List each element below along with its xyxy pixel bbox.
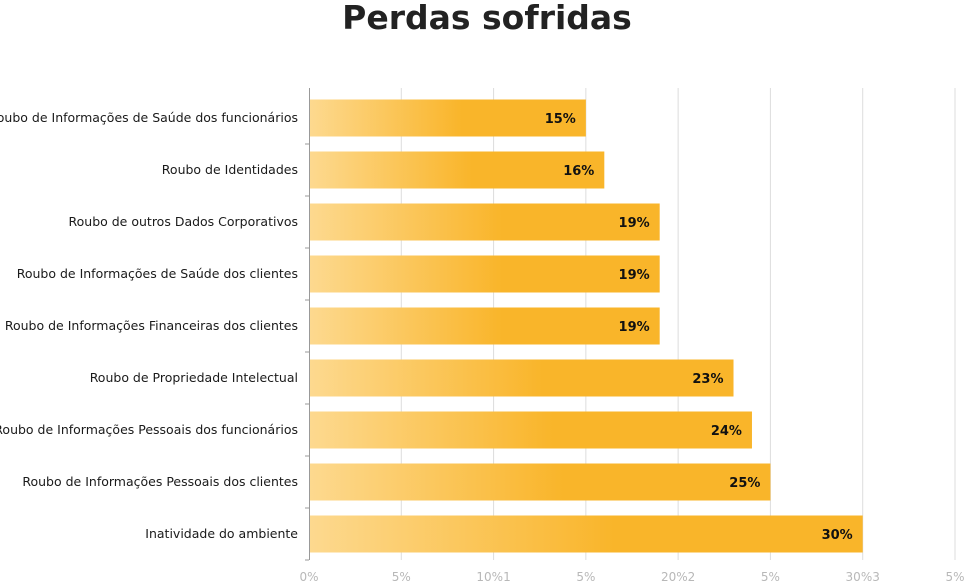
bar <box>310 463 771 501</box>
bar <box>310 307 660 345</box>
x-tick-label: 5% <box>945 570 964 584</box>
bar <box>310 359 734 397</box>
value-label: 15% <box>545 112 576 127</box>
bar <box>310 411 752 449</box>
bar <box>310 99 586 137</box>
bar <box>310 203 660 241</box>
category-label: Roubo de Informações Financeiras dos cli… <box>5 318 298 333</box>
value-label: 19% <box>619 216 650 231</box>
x-tick-label: 30%3 <box>846 570 880 584</box>
category-label: Roubo de Informações Pessoais dos client… <box>22 474 298 489</box>
category-label: Roubo de Informações de Saúde dos funcio… <box>0 110 298 125</box>
category-label: Inatividade do ambiente <box>145 526 298 541</box>
x-tick-label: 5% <box>576 570 595 584</box>
value-label: 24% <box>711 424 742 439</box>
bar <box>310 255 660 293</box>
x-tick-label: 5% <box>392 570 411 584</box>
x-tick-label: 20%2 <box>661 570 695 584</box>
x-tick-label: 10%1 <box>476 570 510 584</box>
category-label: Roubo de Identidades <box>162 162 298 177</box>
bar <box>310 515 863 553</box>
x-tick-label: 0% <box>299 570 318 584</box>
value-label: 30% <box>822 528 853 543</box>
chart-title: Perdas sofridas <box>342 0 632 37</box>
category-label: Roubo de Informações de Saúde dos client… <box>17 266 298 281</box>
x-tick-label: 5% <box>761 570 780 584</box>
category-label: Roubo de outros Dados Corporativos <box>69 214 299 229</box>
value-label: 19% <box>619 268 650 283</box>
value-label: 19% <box>619 320 650 335</box>
category-label: Roubo de Informações Pessoais dos funcio… <box>0 422 298 437</box>
value-label: 16% <box>563 164 594 179</box>
value-label: 23% <box>692 372 723 387</box>
bar <box>310 151 605 189</box>
category-label: Roubo de Propriedade Intelectual <box>90 370 298 385</box>
value-label: 25% <box>729 476 760 491</box>
